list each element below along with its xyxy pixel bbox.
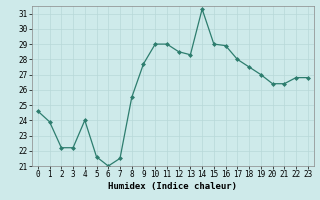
X-axis label: Humidex (Indice chaleur): Humidex (Indice chaleur) [108, 182, 237, 191]
